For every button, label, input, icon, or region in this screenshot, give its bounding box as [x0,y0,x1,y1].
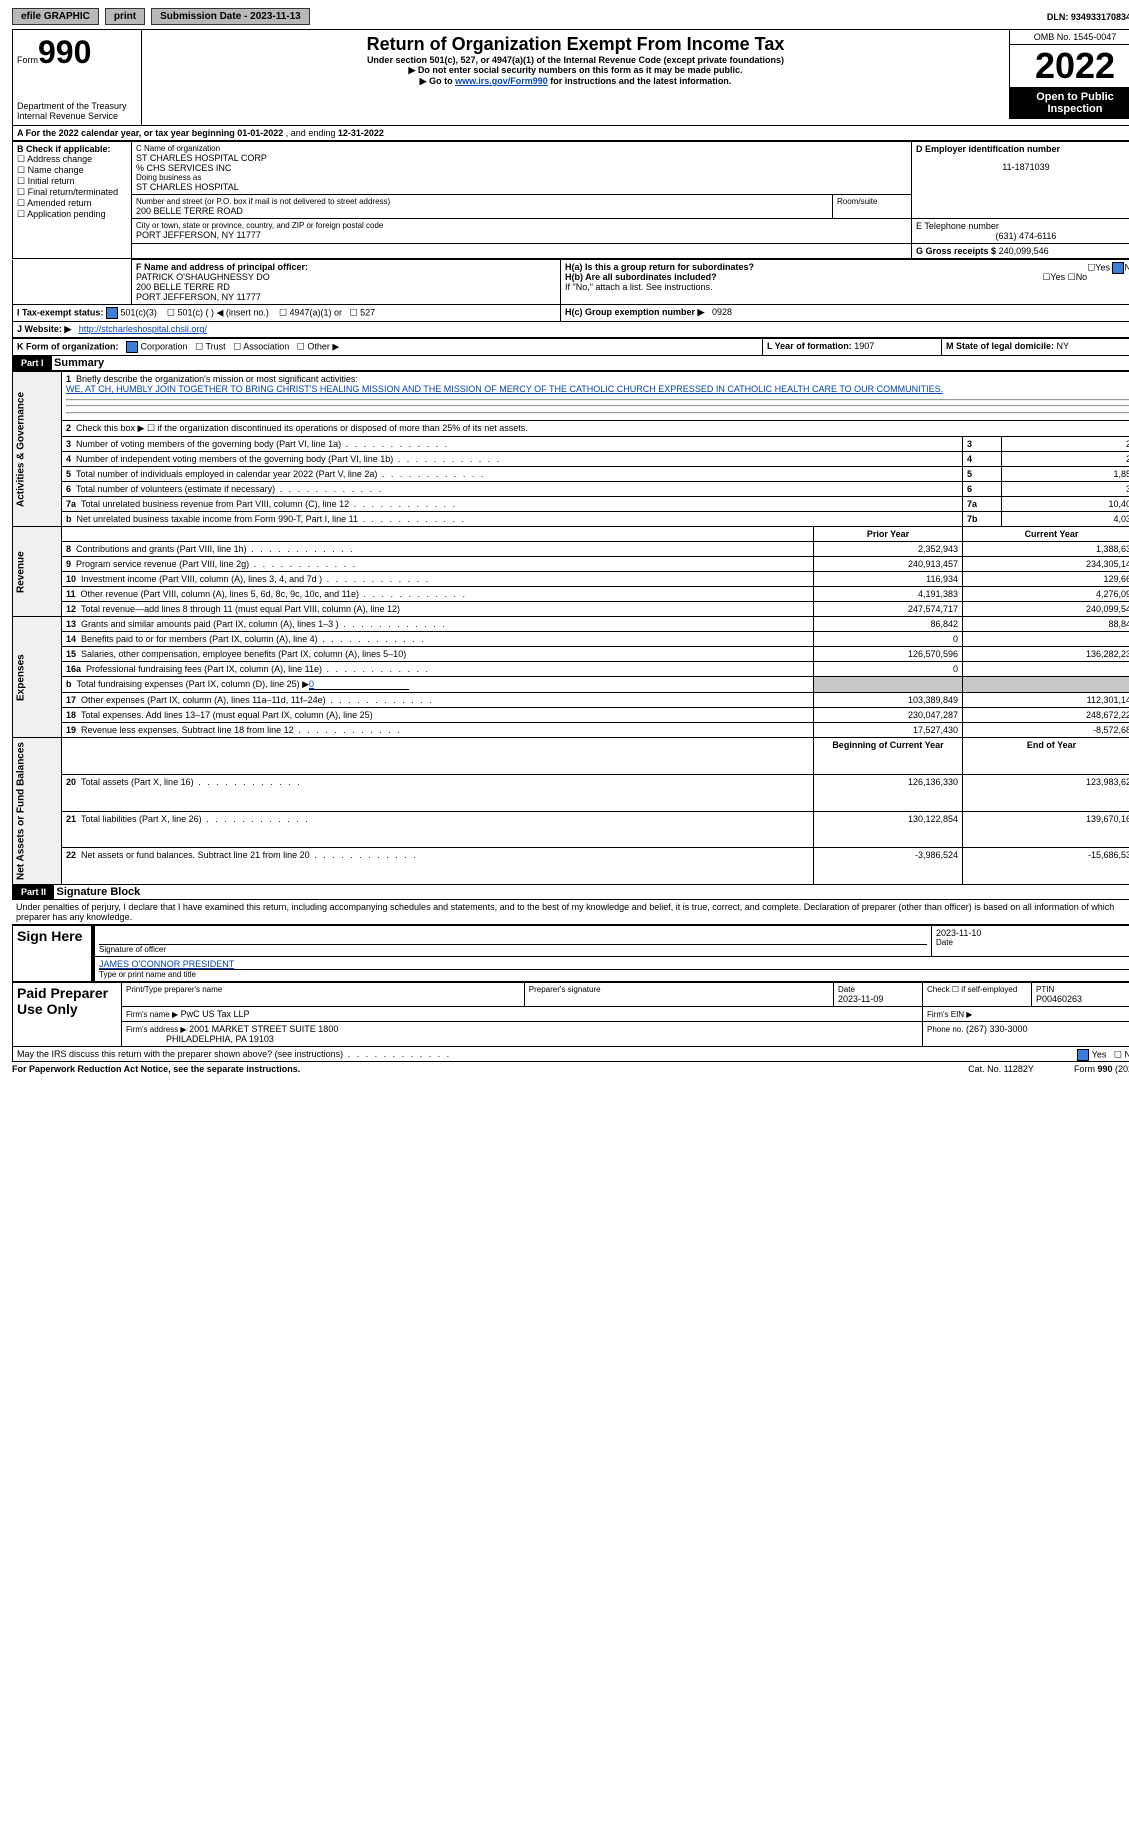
form-number: 990 [38,34,91,70]
form-label: Form [17,55,38,65]
discuss-row: May the IRS discuss this return with the… [12,1047,1129,1062]
form-title: Return of Organization Exempt From Incom… [146,34,1005,55]
cb-name[interactable]: ☐ Name change [17,165,127,176]
open-inspection: Open to Public Inspection [1010,87,1129,119]
form-subtitle: Under section 501(c), 527, or 4947(a)(1)… [146,55,1005,65]
b-label: B Check if applicable: [17,144,127,154]
firm-addr2: PHILADELPHIA, PA 19103 [166,1034,274,1044]
top-bar: efile GRAPHIC print Submission Date - 20… [12,8,1129,25]
g-label: G Gross receipts $ [916,246,996,256]
cb-pending[interactable]: ☐ Application pending [17,209,127,220]
line-a: A For the 2022 calendar year, or tax yea… [12,126,1129,141]
i-label: I Tax-exempt status: [17,307,103,317]
ein: 11-1871039 [916,162,1129,172]
summary-table: Activities & Governance 1 Briefly descri… [12,371,1129,885]
form-footer: Form 990 (2022) [1074,1064,1129,1074]
officer-addr2: PORT JEFFERSON, NY 11777 [136,292,556,302]
submission-date: Submission Date - 2023-11-13 [151,8,310,25]
side-activities: Activities & Governance [13,372,62,527]
omb-number: OMB No. 1545-0047 [1010,30,1129,45]
state-domicile: NY [1057,341,1070,351]
cb-amended[interactable]: ☐ Amended return [17,198,127,209]
entity-block: B Check if applicable: ☐ Address change … [12,141,1129,259]
form-header: Form990 Department of the Treasury Inter… [12,29,1129,126]
org-name: ST CHARLES HOSPITAL CORP [136,153,907,163]
website-link[interactable]: http://stcharleshospital.chsli.org/ [79,324,207,334]
irs-link[interactable]: www.irs.gov/Form990 [455,76,548,86]
paid-preparer: Paid Preparer Use Only Print/Type prepar… [12,982,1129,1047]
hc-label: H(c) Group exemption number ▶ [565,307,704,317]
h-note: If "No," attach a list. See instructions… [565,282,1129,292]
street: 200 BELLE TERRE ROAD [136,206,828,216]
note-link: ▶ Go to www.irs.gov/Form990 for instruct… [146,76,1005,87]
cb-final[interactable]: ☐ Final return/terminated [17,187,127,198]
f-label: F Name and address of principal officer: [136,262,556,272]
klm-row: K Form of organization: Corporation ☐ Tr… [12,338,1129,356]
prep-date: 2023-11-09 [838,994,918,1004]
firm-phone: (267) 330-3000 [966,1024,1028,1034]
part1-header: Part I Summary [12,356,1129,371]
officer-addr1: 200 BELLE TERRE RD [136,282,556,292]
phone: (631) 474-6116 [916,231,1129,241]
perjury: Under penalties of perjury, I declare th… [12,900,1129,925]
firm-addr1: 2001 MARKET STREET SUITE 1800 [189,1024,338,1034]
cb-discuss-yes[interactable] [1077,1049,1089,1061]
note-ssn: ▶ Do not enter social security numbers o… [146,65,1005,76]
sign-here: Sign Here [13,926,94,982]
cb-501c3[interactable] [106,307,118,319]
dba: ST CHARLES HOSPITAL [136,182,907,192]
city-label: City or town, state or province, country… [136,221,907,230]
footer: For Paperwork Reduction Act Notice, see … [12,1062,1129,1074]
gross-receipts: 240,099,546 [999,246,1049,256]
j-label: J Website: ▶ [17,324,71,334]
dba-label: Doing business as [136,173,907,182]
dln: DLN: 93493317083443 [1047,12,1129,22]
care-of: % CHS SERVICES INC [136,163,907,173]
room-label: Room/suite [837,197,907,206]
mission-text: WE, AT CH, HUMBLY JOIN TOGETHER TO BRING… [66,384,943,394]
hb: H(b) Are all subordinates included? ☐Yes… [565,272,1129,282]
d-label: D Employer identification number [916,144,1129,154]
cb-corp[interactable] [126,341,138,353]
dept-treasury: Department of the Treasury Internal Reve… [17,101,137,121]
officer-block: F Name and address of principal officer:… [12,259,1129,338]
ha: H(a) Is this a group return for subordin… [565,262,1129,272]
firm-name: PwC US Tax LLP [181,1009,250,1019]
sign-date: 2023-11-10 [936,928,1129,938]
efile-button[interactable]: efile GRAPHIC [12,8,99,25]
ptin: P00460263 [1036,994,1129,1004]
street-label: Number and street (or P.O. box if mail i… [136,197,828,206]
paid-label: Paid Preparer Use Only [13,983,122,1047]
sign-block: Sign Here Signature of officer 2023-11-1… [12,925,1129,982]
print-button[interactable]: print [105,8,145,25]
officer-name: PATRICK O'SHAUGHNESSY DO [136,272,556,282]
hc-num: 0928 [712,307,732,317]
cb-address[interactable]: ☐ Address change [17,154,127,165]
side-net: Net Assets or Fund Balances [13,738,62,885]
e-label: E Telephone number [916,221,1129,231]
part2-header: Part II Signature Block [12,885,1129,900]
c-label: C Name of organization [136,144,907,153]
city: PORT JEFFERSON, NY 11777 [136,230,907,240]
tax-year: 2022 [1010,45,1129,87]
cb-initial[interactable]: ☐ Initial return [17,176,127,187]
side-expenses: Expenses [13,617,62,738]
year-formed: 1907 [854,341,874,351]
signer-name: JAMES O'CONNOR PRESIDENT [99,959,1129,970]
side-revenue: Revenue [13,527,62,617]
